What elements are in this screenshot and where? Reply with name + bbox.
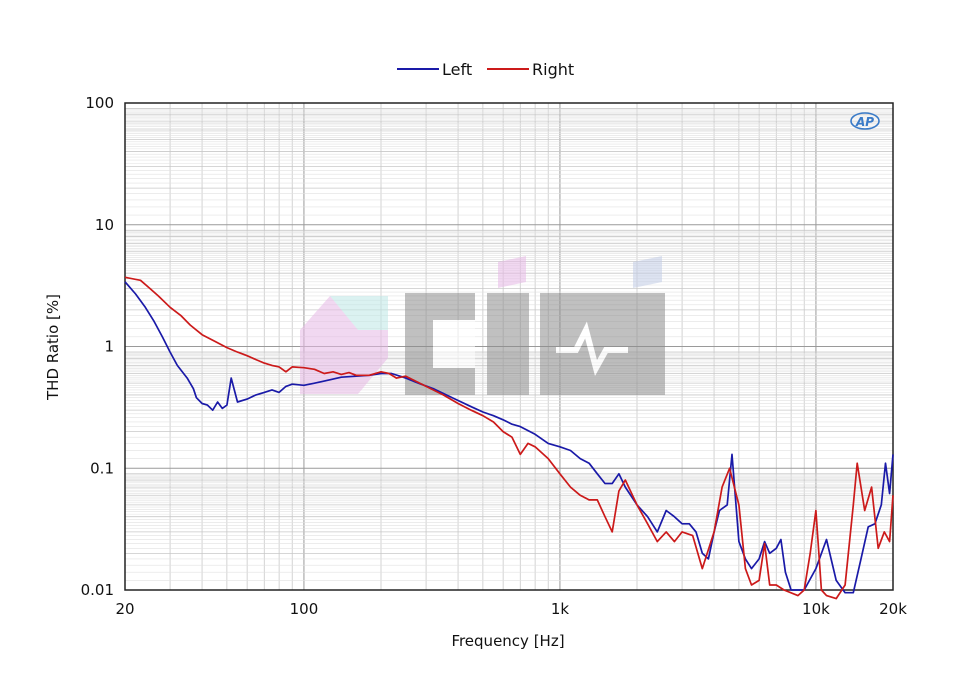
x-tick-label: 100 <box>290 600 319 618</box>
legend-label-left: Left <box>442 60 472 79</box>
y-tick-label: 0.01 <box>81 581 114 599</box>
x-tick-label: 20 <box>115 600 134 618</box>
y-axis-label: THD Ratio [%] <box>44 294 62 401</box>
plot-border <box>124 102 894 591</box>
y-tick-label: 100 <box>85 94 114 112</box>
x-tick-label: 20k <box>879 600 907 618</box>
x-axis-label: Frequency [Hz] <box>451 632 564 650</box>
legend-label-right: Right <box>532 60 574 79</box>
svg-text:AP: AP <box>855 115 874 129</box>
y-tick-label: 1 <box>104 338 114 356</box>
grid <box>124 103 894 591</box>
x-tick-labels: 20 100 1k 10k 20k <box>115 600 907 618</box>
x-tick-label: 10k <box>802 600 830 618</box>
y-tick-labels: 100 10 1 0.1 0.01 <box>81 94 114 599</box>
x-tick-label: 1k <box>551 600 570 618</box>
legend: Left Right <box>397 60 574 79</box>
y-tick-label: 0.1 <box>90 459 114 477</box>
y-tick-label: 10 <box>95 216 114 234</box>
plot-frame <box>124 102 894 591</box>
ap-logo-icon: AP <box>850 112 880 130</box>
series-layer <box>124 276 894 600</box>
watermark-logo <box>300 256 665 395</box>
series-line-right <box>124 276 894 600</box>
series-line-left <box>124 281 894 594</box>
